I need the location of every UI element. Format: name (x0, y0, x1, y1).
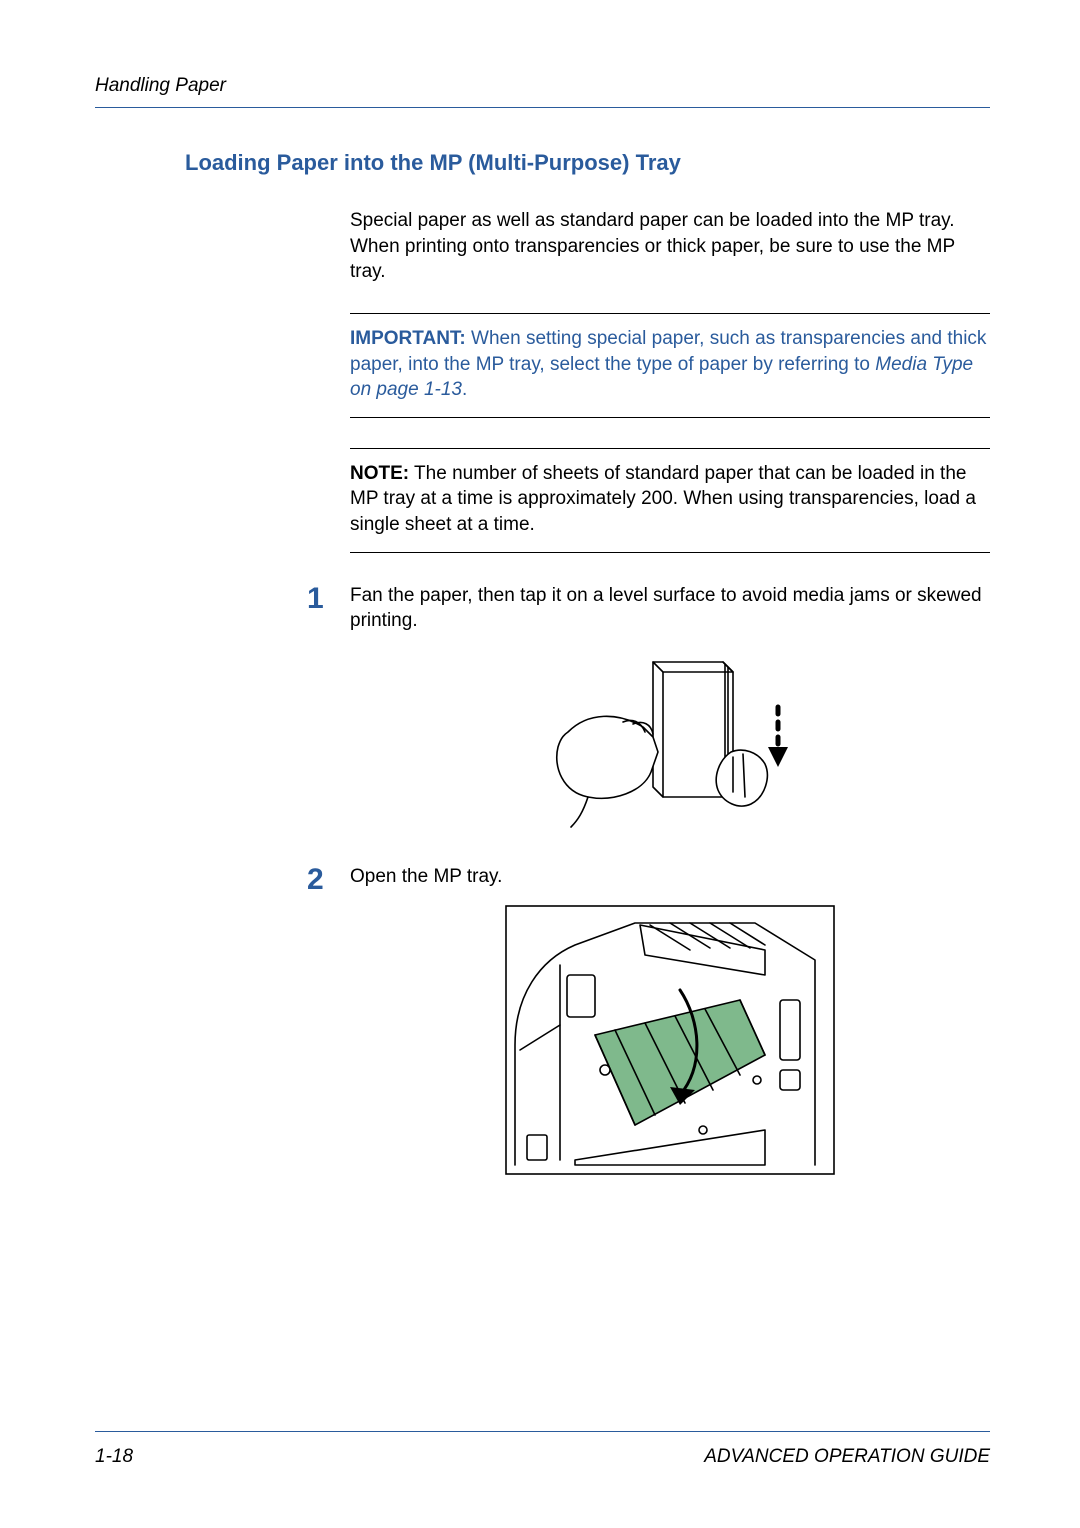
note-label: NOTE: (350, 463, 409, 484)
page: Handling Paper Loading Paper into the MP… (0, 0, 1080, 1528)
note-text: NOTE: The number of sheets of standard p… (350, 461, 990, 538)
step-2-number: 2 (307, 864, 350, 895)
step-1-text: Fan the paper, then tap it on a level su… (350, 583, 990, 634)
important-text: IMPORTANT: When setting special paper, s… (350, 326, 990, 403)
important-tail: . (462, 379, 467, 400)
section-title: Loading Paper into the MP (Multi-Purpose… (185, 150, 990, 176)
note-body: The number of sheets of standard paper t… (350, 463, 976, 535)
step-1-row: 1 Fan the paper, then tap it on a level … (307, 583, 990, 634)
footer: 1-18 ADVANCED OPERATION GUIDE (95, 1431, 990, 1468)
footer-rule (95, 1431, 990, 1432)
step-2-text: Open the MP tray. (350, 864, 990, 890)
figure-2-wrap (350, 905, 990, 1175)
intro-paragraph: Special paper as well as standard paper … (350, 208, 990, 285)
page-number: 1-18 (95, 1446, 133, 1468)
note-callout: NOTE: The number of sheets of standard p… (350, 448, 990, 553)
figure-2-illustration (505, 905, 835, 1175)
header-rule (95, 107, 990, 108)
important-callout: IMPORTANT: When setting special paper, s… (350, 313, 990, 418)
important-label: IMPORTANT: (350, 328, 466, 349)
footer-row: 1-18 ADVANCED OPERATION GUIDE (95, 1446, 990, 1468)
step-2-row: 2 Open the MP tray. (307, 864, 990, 895)
step-1-number: 1 (307, 583, 350, 614)
figure-1-wrap (350, 652, 990, 832)
figure-1-illustration (533, 652, 808, 832)
intro-block: Special paper as well as standard paper … (350, 208, 990, 553)
guide-title: ADVANCED OPERATION GUIDE (704, 1446, 990, 1468)
header-breadcrumb: Handling Paper (95, 75, 990, 97)
